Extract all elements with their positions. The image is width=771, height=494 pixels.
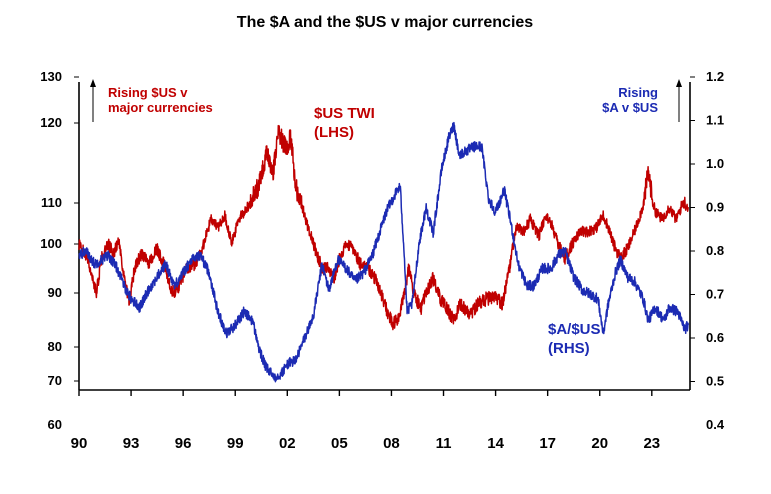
right-tick-label: 0.9 — [706, 200, 724, 215]
left-arrow-text: Rising $US v — [108, 85, 188, 100]
chart-title: The $A and the $US v major currencies — [237, 14, 534, 31]
x-tick-label: 93 — [123, 435, 140, 452]
axes — [74, 76, 695, 396]
x-tick-label: 96 — [175, 435, 192, 452]
us-twi-line — [78, 124, 690, 331]
aud-usd-line — [78, 121, 690, 383]
x-tick-label: 14 — [487, 435, 504, 452]
left-tick-label: 100 — [40, 236, 62, 251]
right-tick-label: 0.7 — [706, 287, 724, 302]
right-tick-label: 0.5 — [706, 374, 724, 389]
x-tick-label: 02 — [279, 435, 296, 452]
tick-labels: 90 93 96 99 02 05 08 11 14 17 20 23 130 120 110 100 90 80… — [40, 69, 725, 452]
aud-usd-label: (RHS) — [548, 340, 590, 357]
right-arrow-text: Rising — [618, 85, 658, 100]
left-tick-label: 90 — [48, 285, 62, 300]
left-tick-label: 130 — [40, 69, 62, 84]
us-twi-label: $US TWI — [314, 105, 375, 122]
aud-usd-label: $A/$US — [548, 321, 601, 338]
x-tick-label: 05 — [331, 435, 348, 452]
right-tick-label: 1.1 — [706, 113, 724, 128]
left-tick-label: 80 — [48, 339, 62, 354]
right-tick-label: 0.8 — [706, 243, 724, 258]
left-tick-label: 60 — [48, 417, 62, 432]
x-tick-label: 99 — [227, 435, 244, 452]
us-twi-label: (LHS) — [314, 124, 354, 141]
right-arrow-text: $A v $US — [602, 100, 658, 115]
left-tick-label: 110 — [41, 195, 62, 210]
left-arrowhead-icon — [90, 79, 96, 87]
right-tick-label: 0.6 — [706, 330, 724, 345]
left-tick-label: 70 — [48, 373, 62, 388]
left-arrow-text: major currencies — [108, 100, 213, 115]
right-tick-label: 1.2 — [706, 69, 724, 84]
right-tick-label: 0.4 — [706, 417, 725, 432]
right-tick-label: 1.0 — [706, 156, 724, 171]
x-tick-label: 20 — [591, 435, 608, 452]
x-tick-label: 11 — [436, 435, 452, 452]
x-tick-label: 08 — [383, 435, 400, 452]
x-tick-label: 17 — [539, 435, 556, 452]
x-tick-label: 23 — [643, 435, 660, 452]
left-tick-label: 120 — [40, 115, 62, 130]
series-lines — [78, 121, 690, 383]
x-tick-label: 90 — [71, 435, 88, 452]
right-arrowhead-icon — [676, 79, 682, 87]
